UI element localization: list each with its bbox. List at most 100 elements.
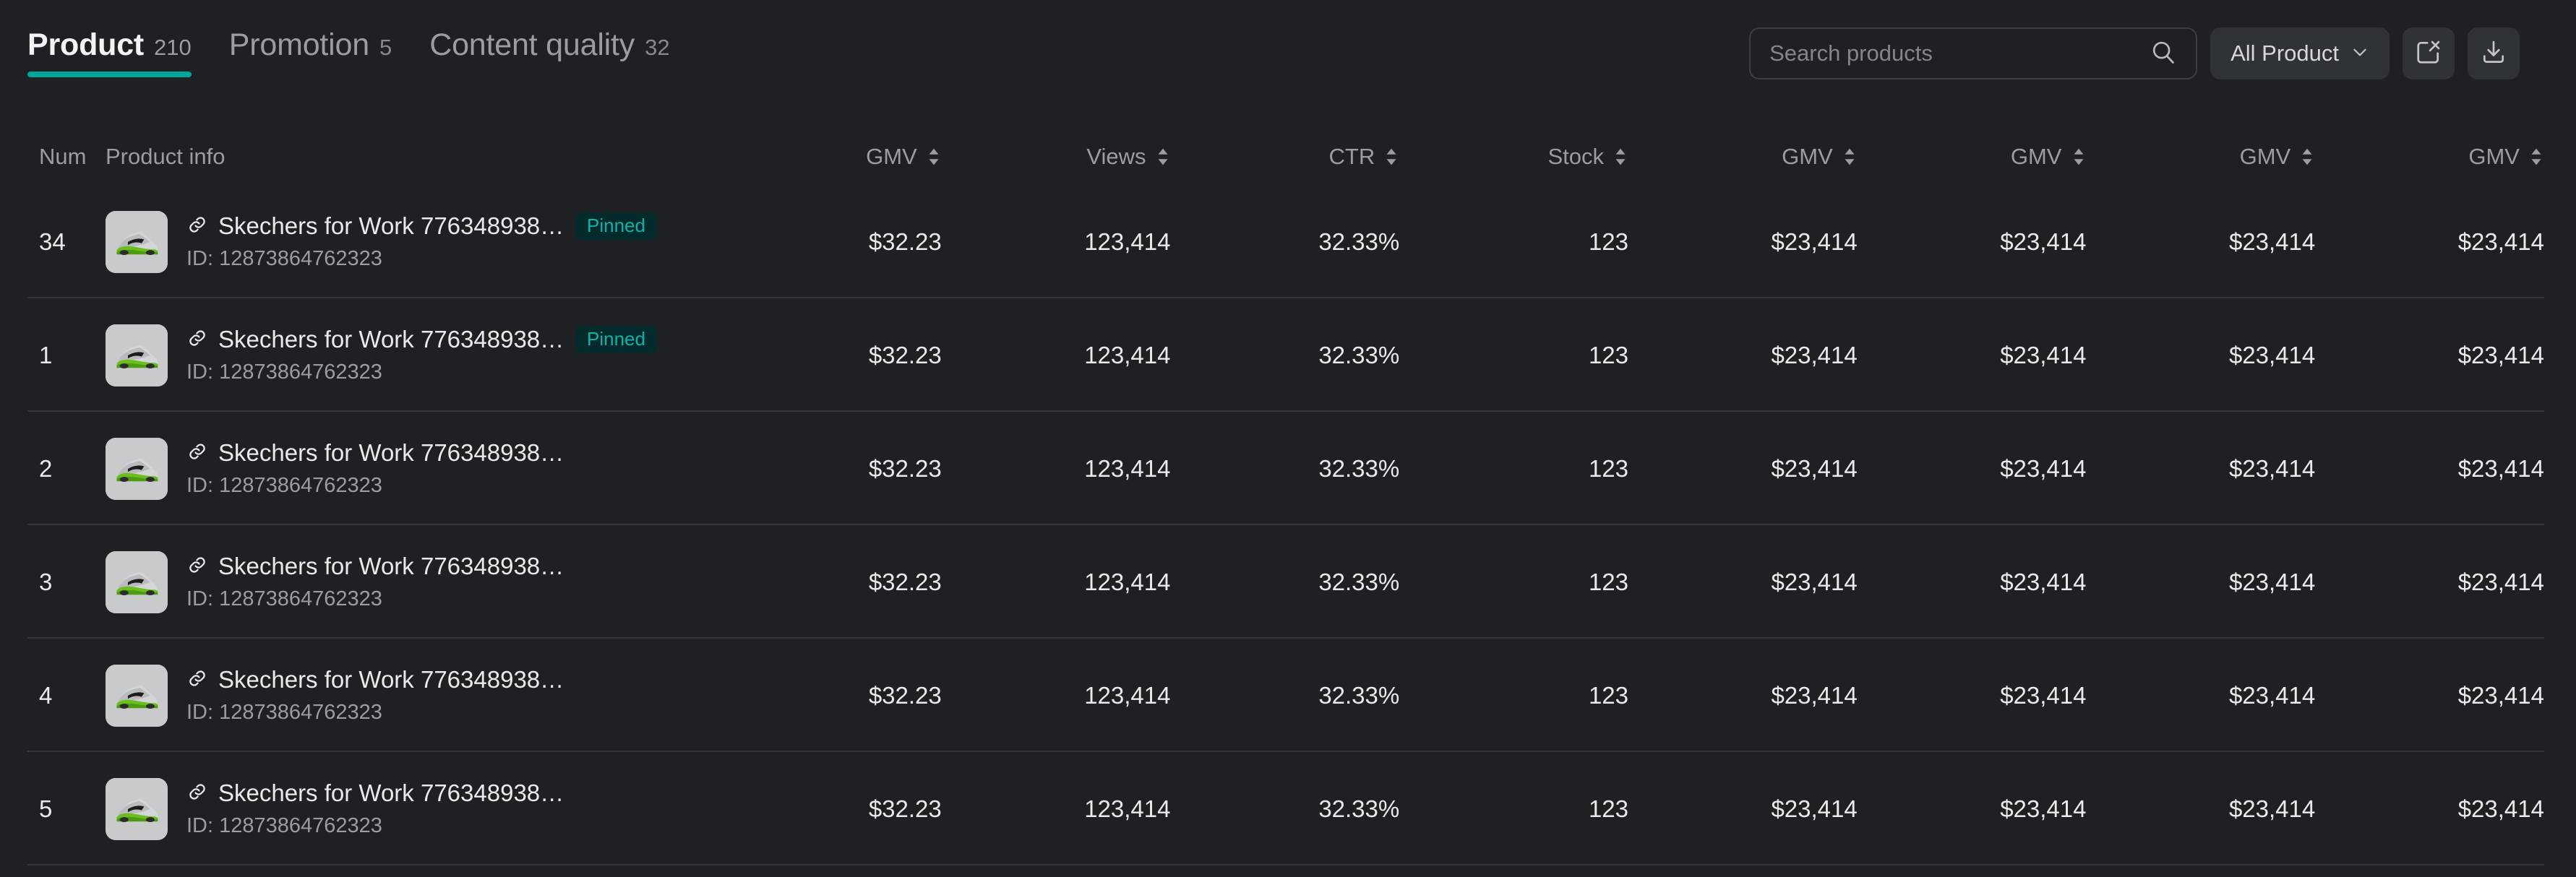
cell-stock: 123 <box>1588 341 1628 368</box>
tab-content-quality[interactable]: Content quality 32 <box>429 27 669 77</box>
product-info-cell: Skechers for Work 7763489384... ID: 12873… <box>106 664 713 727</box>
row-number: 2 <box>39 454 53 482</box>
column-header-gmv-2[interactable]: GMV <box>713 144 942 170</box>
link-icon[interactable] <box>186 327 208 353</box>
cell-gmv-3: $23,414 <box>2000 568 2087 595</box>
product-name[interactable]: Skechers for Work 7763489384... <box>218 779 565 806</box>
tab-count: 210 <box>154 35 192 60</box>
table-row[interactable]: 2 Skechers for Work 7763489384... ID: 1287… <box>0 412 2576 525</box>
page-header: Product 210 Promotion 5 Content quality 32 Al… <box>0 0 2576 129</box>
search-box[interactable] <box>1749 27 2198 79</box>
row-number: 3 <box>39 568 53 595</box>
cell-gmv: $32.23 <box>868 795 942 822</box>
cell-views: 123,414 <box>1084 228 1171 255</box>
link-icon[interactable] <box>186 668 208 693</box>
column-header-gmv-8[interactable]: GMV <box>2087 144 2316 170</box>
product-thumbnail[interactable] <box>106 437 168 500</box>
product-thumbnail[interactable] <box>106 777 168 840</box>
search-input[interactable] <box>1769 40 2150 66</box>
cell-gmv-2: $23,414 <box>1771 454 1858 482</box>
sort-toggle-icon[interactable] <box>2299 147 2315 166</box>
table-row[interactable]: 3 Skechers for Work 7763489384... ID: 1287… <box>0 525 2576 639</box>
tab-label: Promotion <box>228 27 369 62</box>
download-icon <box>2480 38 2507 69</box>
link-icon[interactable] <box>186 214 208 239</box>
sort-toggle-icon[interactable] <box>1613 147 1628 166</box>
cell-gmv-3: $23,414 <box>2000 454 2087 482</box>
column-header-gmv-9[interactable]: GMV <box>2315 144 2544 170</box>
cell-views: 123,414 <box>1084 341 1171 368</box>
link-icon[interactable] <box>186 781 208 806</box>
column-header-gmv-6[interactable]: GMV <box>1628 144 1858 170</box>
product-name[interactable]: Skechers for Work 7763489384... <box>218 666 565 693</box>
table-header-row: Num Product info GMV Views CTR Stock GMV GMV GMV… <box>0 129 2576 185</box>
sort-toggle-icon[interactable] <box>1842 147 1858 166</box>
table-row[interactable]: 4 Skechers for Work 7763489384... ID: 1287… <box>0 639 2576 752</box>
product-name[interactable]: Skechers for Work 7763489384... <box>218 326 565 353</box>
column-header-stock-5[interactable]: Stock <box>1399 144 1628 170</box>
pinned-badge: Pinned <box>575 212 657 240</box>
column-header-label: GMV <box>866 144 917 169</box>
sort-toggle-icon[interactable] <box>2071 147 2087 166</box>
row-number: 5 <box>39 795 53 822</box>
cell-ctr: 32.33% <box>1318 454 1400 482</box>
product-id: ID: 12873864762323 <box>186 701 382 724</box>
cell-gmv-4: $23,414 <box>2228 341 2316 368</box>
table-row[interactable]: 1 Skechers for Work 7763489384... Pinned ID… <box>0 298 2576 412</box>
column-header-ctr-4[interactable]: CTR <box>1171 144 1400 170</box>
cell-stock: 123 <box>1588 681 1628 709</box>
column-header-gmv-7[interactable]: GMV <box>1858 144 2087 170</box>
table-row[interactable]: 34 Skechers for Work 7763489384... Pinned I… <box>0 185 2576 298</box>
cell-stock: 123 <box>1588 454 1628 482</box>
table-row[interactable]: 5 Skechers for Work 7763489384... ID: 1287… <box>0 752 2576 865</box>
cell-gmv-3: $23,414 <box>2000 795 2087 822</box>
product-thumbnail[interactable] <box>106 210 168 273</box>
pinned-badge: Pinned <box>575 326 657 353</box>
row-number: 4 <box>39 681 53 709</box>
product-name[interactable]: Skechers for Work 7763489384... <box>218 439 565 466</box>
cell-ctr: 32.33% <box>1318 681 1400 709</box>
column-header-views-3[interactable]: Views <box>942 144 1171 170</box>
product-name[interactable]: Skechers for Work 7763489384... <box>218 212 565 239</box>
cell-gmv-4: $23,414 <box>2228 454 2316 482</box>
product-thumbnail[interactable] <box>106 324 168 386</box>
product-thumbnail[interactable] <box>106 550 168 613</box>
sort-toggle-icon[interactable] <box>1383 147 1399 166</box>
product-name[interactable]: Skechers for Work 7763489384... <box>218 553 565 579</box>
search-icon[interactable] <box>2150 38 2177 69</box>
tab-bar: Product 210 Promotion 5 Content quality 32 <box>27 0 670 77</box>
download-button[interactable] <box>2468 27 2520 79</box>
product-filter-dropdown[interactable]: All Product <box>2210 27 2390 79</box>
cell-gmv-5: $23,414 <box>2457 795 2544 822</box>
cell-gmv: $32.23 <box>868 568 942 595</box>
sort-toggle-icon[interactable] <box>2528 147 2544 166</box>
cell-gmv-2: $23,414 <box>1771 228 1858 255</box>
cell-ctr: 32.33% <box>1318 341 1400 368</box>
tab-active-underline <box>27 72 192 77</box>
cell-gmv: $32.23 <box>868 681 942 709</box>
tab-count: 32 <box>645 35 670 60</box>
cell-ctr: 32.33% <box>1318 795 1400 822</box>
product-info-cell: Skechers for Work 7763489384... Pinned ID:… <box>106 324 713 386</box>
product-thumbnail-image <box>106 664 168 727</box>
cell-views: 123,414 <box>1084 454 1171 482</box>
product-thumbnail-image <box>106 777 168 840</box>
product-thumbnail[interactable] <box>106 664 168 727</box>
sort-toggle-icon[interactable] <box>926 147 942 166</box>
link-icon[interactable] <box>186 554 208 579</box>
edit-button[interactable] <box>2403 27 2455 79</box>
cell-gmv-2: $23,414 <box>1771 341 1858 368</box>
tab-label: Product <box>27 27 145 62</box>
cell-stock: 123 <box>1588 795 1628 822</box>
column-header-label: GMV <box>2468 144 2520 169</box>
product-filter-label: All Product <box>2231 40 2339 66</box>
tab-promotion[interactable]: Promotion 5 <box>229 27 392 77</box>
link-icon[interactable] <box>186 441 208 466</box>
cell-stock: 123 <box>1588 568 1628 595</box>
cell-gmv-4: $23,414 <box>2228 228 2316 255</box>
sort-toggle-icon[interactable] <box>1155 147 1171 166</box>
product-id: ID: 12873864762323 <box>186 474 382 497</box>
cell-gmv-2: $23,414 <box>1771 568 1858 595</box>
tab-product[interactable]: Product 210 <box>27 27 192 77</box>
